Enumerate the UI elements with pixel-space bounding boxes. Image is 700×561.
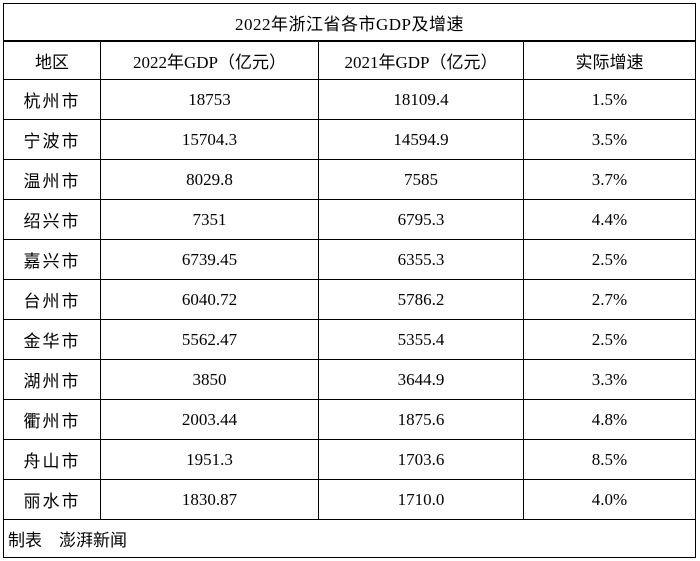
gdp-table: 2022年浙江省各市GDP及增速 地区 2022年GDP（亿元） 2021年GD… [2, 3, 697, 558]
gdp2022-cell: 1830.87 [100, 479, 319, 520]
gdp2022-cell: 6040.72 [100, 279, 319, 320]
gdp2022-cell: 15704.3 [100, 119, 319, 160]
region-cell: 衢州市 [3, 399, 101, 440]
region-cell: 丽水市 [3, 479, 101, 520]
growth-cell: 3.7% [522, 159, 697, 200]
gdp2022-cell: 18753 [100, 79, 319, 120]
column-header-gdp2022: 2022年GDP（亿元） [100, 40, 319, 80]
table-row-huzhou: 湖州市 3850 3644.9 3.3% [3, 359, 697, 400]
gdp2022-cell: 7351 [100, 199, 319, 240]
column-header-growth: 实际增速 [522, 40, 697, 80]
column-header-gdp2021: 2021年GDP（亿元） [318, 40, 524, 80]
gdp2021-cell: 5786.2 [318, 279, 524, 320]
region-cell: 舟山市 [3, 439, 101, 480]
gdp2021-cell: 1875.6 [318, 399, 524, 440]
growth-cell: 2.7% [522, 279, 697, 320]
growth-cell: 2.5% [522, 319, 697, 360]
region-cell: 宁波市 [3, 119, 101, 160]
gdp2021-cell: 3644.9 [318, 359, 524, 400]
growth-cell: 2.5% [522, 239, 697, 280]
gdp2021-cell: 6795.3 [318, 199, 524, 240]
footer-note: 制表 澎湃新闻 [2, 519, 697, 558]
table-row-lishui: 丽水市 1830.87 1710.0 4.0% [3, 479, 697, 520]
gdp2022-cell: 3850 [100, 359, 319, 400]
growth-cell: 3.3% [522, 359, 697, 400]
gdp2021-cell: 5355.4 [318, 319, 524, 360]
column-header-region: 地区 [3, 40, 101, 80]
growth-cell: 1.5% [522, 79, 697, 120]
gdp2021-cell: 1710.0 [318, 479, 524, 520]
table-row-quzhou: 衢州市 2003.44 1875.6 4.8% [3, 399, 697, 440]
gdp2022-cell: 2003.44 [100, 399, 319, 440]
region-cell: 台州市 [3, 279, 101, 320]
gdp2021-cell: 14594.9 [318, 119, 524, 160]
gdp2022-cell: 8029.8 [100, 159, 319, 200]
table-title: 2022年浙江省各市GDP及增速 [2, 3, 697, 42]
gdp-table-sheet: 2022年浙江省各市GDP及增速 地区 2022年GDP（亿元） 2021年GD… [2, 3, 697, 558]
table-row-jinhua: 金华市 5562.47 5355.4 2.5% [3, 319, 697, 360]
table-row-zhoushan: 舟山市 1951.3 1703.6 8.5% [3, 439, 697, 480]
title-row: 2022年浙江省各市GDP及增速 [2, 3, 697, 42]
table-row-jiaxing: 嘉兴市 6739.45 6355.3 2.5% [3, 239, 697, 280]
gdp2022-cell: 6739.45 [100, 239, 319, 280]
region-cell: 绍兴市 [3, 199, 101, 240]
gdp2021-cell: 6355.3 [318, 239, 524, 280]
table-row-ningbo: 宁波市 15704.3 14594.9 3.5% [3, 119, 697, 160]
gdp2022-cell: 5562.47 [100, 319, 319, 360]
growth-cell: 3.5% [522, 119, 697, 160]
footer-row: 制表 澎湃新闻 [2, 519, 697, 558]
gdp2021-cell: 18109.4 [318, 79, 524, 120]
table-row-wenzhou: 温州市 8029.8 7585 3.7% [3, 159, 697, 200]
region-cell: 嘉兴市 [3, 239, 101, 280]
header-row: 地区 2022年GDP（亿元） 2021年GDP（亿元） 实际增速 [3, 40, 697, 80]
region-cell: 湖州市 [3, 359, 101, 400]
growth-cell: 8.5% [522, 439, 697, 480]
table-row-taizhou: 台州市 6040.72 5786.2 2.7% [3, 279, 697, 320]
gdp2022-cell: 1951.3 [100, 439, 319, 480]
growth-cell: 4.8% [522, 399, 697, 440]
table-row-shaoxing: 绍兴市 7351 6795.3 4.4% [3, 199, 697, 240]
region-cell: 温州市 [3, 159, 101, 200]
table-row-hangzhou: 杭州市 18753 18109.4 1.5% [3, 79, 697, 120]
gdp2021-cell: 1703.6 [318, 439, 524, 480]
region-cell: 杭州市 [3, 79, 101, 120]
growth-cell: 4.4% [522, 199, 697, 240]
region-cell: 金华市 [3, 319, 101, 360]
gdp2021-cell: 7585 [318, 159, 524, 200]
growth-cell: 4.0% [522, 479, 697, 520]
